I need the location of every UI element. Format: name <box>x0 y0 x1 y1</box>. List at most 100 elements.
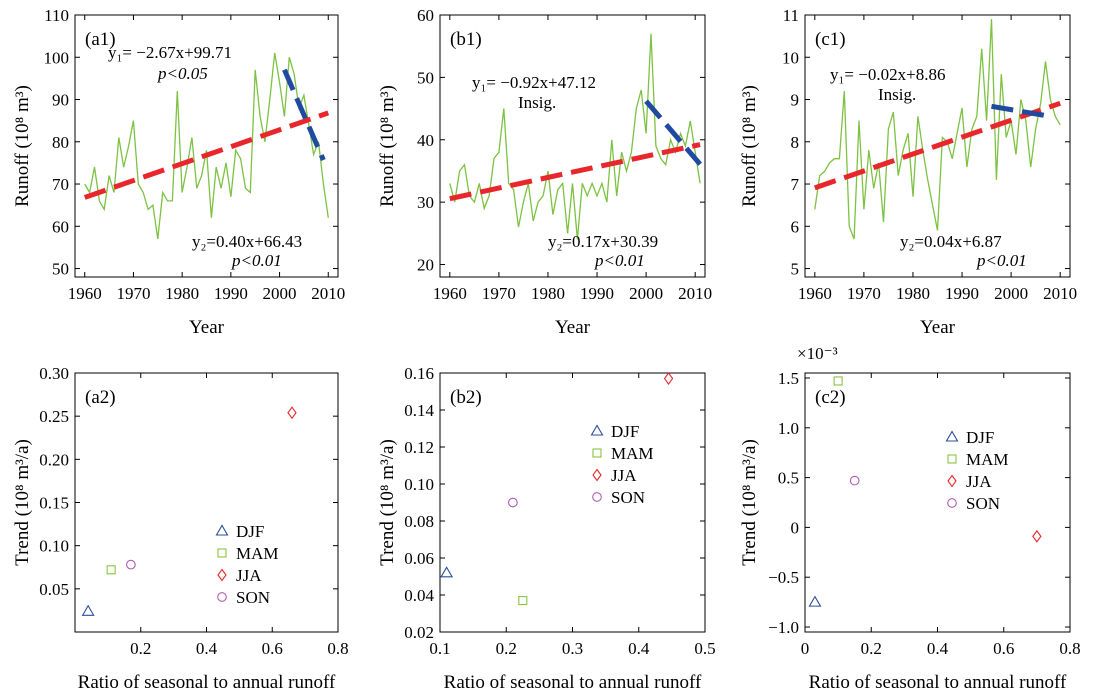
x-tick-label: 1980 <box>531 284 565 303</box>
panel-label: (c1) <box>815 29 846 50</box>
equation-y2: y₂=0.40x+66.43 <box>192 232 302 251</box>
y-tick-label: 0.02 <box>404 623 434 642</box>
y-axis-label: Trend (10⁸ m³/a) <box>12 439 33 566</box>
y-tick-label: 50 <box>417 68 434 87</box>
y-tick-label: 110 <box>44 6 69 25</box>
plot-frame <box>74 372 339 633</box>
panel-label: (c2) <box>815 387 846 408</box>
x-tick-label: 1990 <box>580 284 614 303</box>
equation-y2: y₂=0.17x+30.39 <box>548 232 658 251</box>
legend-label-jja: JJA <box>966 472 992 491</box>
y-tick-label: 20 <box>417 256 434 275</box>
x-tick-label: 2010 <box>1043 284 1077 303</box>
x-tick-label: 2000 <box>263 284 297 303</box>
panel-label: (a1) <box>85 29 116 50</box>
panel-a2: 0.2 0.4 0.6 0.8 0.05 0.10 0.15 0.20 0.25 0.30 Rati… <box>12 364 349 693</box>
panel-a1: 1960 1970 1980 1990 2000 2010 50 60 70 80 90 100 110… <box>12 6 345 338</box>
x-axis-label: Ratio of seasonal to annual runoff <box>809 672 1067 693</box>
plot-frame <box>804 372 1071 633</box>
x-tick-label: 0.6 <box>262 639 283 658</box>
y-tick-label: 0.30 <box>39 364 69 383</box>
point-jja <box>1032 529 1042 543</box>
x-tick-label: 1990 <box>214 284 248 303</box>
x-tick-label: 0.4 <box>628 639 650 658</box>
equation-y1: y₁= −0.92x+47.12 <box>472 73 596 92</box>
y-tick-label: 8 <box>791 133 800 152</box>
legend-marker-son <box>217 592 227 602</box>
legend-marker-son <box>592 492 602 502</box>
significance-y2: p<0.01 <box>594 251 645 270</box>
y-tick-label: 0.20 <box>39 450 69 469</box>
y-tick-label: 11 <box>783 6 799 25</box>
x-tick-label: 2000 <box>994 284 1028 303</box>
plot-frame <box>804 14 1071 278</box>
x-tick-label: 0 <box>801 639 810 658</box>
x-tick-label: 0.8 <box>327 639 348 658</box>
trend-line-y2 <box>83 110 330 200</box>
x-axis-label: Ratio of seasonal to annual runoff <box>444 672 702 693</box>
y-tick-label: 50 <box>52 260 69 279</box>
y-axis-label: Trend (10⁸ m³/a) <box>377 439 398 566</box>
y-tick-label: 70 <box>52 175 69 194</box>
y-tick-label: 7 <box>791 175 800 194</box>
point-djf <box>81 604 95 616</box>
x-tick-label: 1980 <box>165 284 199 303</box>
y-tick-label: 0.15 <box>39 494 69 513</box>
trend-line-y1 <box>991 103 1046 119</box>
y-tick-label: 0.04 <box>404 586 434 605</box>
y-tick-label: 0.08 <box>404 512 434 531</box>
legend-marker-son <box>947 498 957 508</box>
x-axis-label: Year <box>189 317 225 338</box>
y-tick-label: 60 <box>52 217 69 236</box>
point-mam <box>518 595 528 606</box>
x-tick-label: 0.3 <box>562 639 583 658</box>
y-tick-label: 0.10 <box>39 537 69 556</box>
trend-line-y2 <box>449 142 701 202</box>
panel-label: (b1) <box>450 29 482 50</box>
y-tick-label: 1.5 <box>778 369 799 388</box>
legend-marker-mam <box>947 454 957 464</box>
y-tick-label: 0.16 <box>404 364 434 383</box>
x-tick-label: 0.6 <box>993 639 1014 658</box>
legend-label-jja: JJA <box>611 466 637 485</box>
point-mam <box>833 376 843 386</box>
runoff-series-line <box>449 33 701 240</box>
x-tick-label: 1960 <box>798 284 832 303</box>
x-tick-label: 1980 <box>896 284 930 303</box>
x-tick-label: 0.8 <box>1059 639 1080 658</box>
legend-marker-djf <box>215 524 229 536</box>
trend-line-y2 <box>814 100 1061 191</box>
plot-frame <box>74 14 339 278</box>
y-tick-label: 80 <box>52 133 69 152</box>
panel-b1: 1960 1970 1980 1990 2000 2010 20 30 40 50 60 Year Ru… <box>377 6 712 338</box>
legend-marker-mam <box>592 448 602 458</box>
x-tick-label: 0.2 <box>496 639 517 658</box>
x-axis-label: Ratio of seasonal to annual runoff <box>78 672 336 693</box>
y-tick-label: 0 <box>791 518 800 537</box>
y-axis-multiplier: ×10⁻³ <box>797 344 838 363</box>
point-jja <box>287 406 297 420</box>
y-tick-label: 5 <box>791 260 800 279</box>
runoff-series-line <box>814 19 1061 240</box>
legend-label-mam: MAM <box>966 450 1009 469</box>
y-tick-label: 0.5 <box>778 469 799 488</box>
y-axis-label: Runoff (10⁸ m³) <box>739 85 760 207</box>
y-tick-label: −0.5 <box>768 568 799 587</box>
y-tick-label: 0.10 <box>404 475 434 494</box>
point-mam <box>106 565 116 575</box>
panel-b2: 0.1 0.2 0.3 0.4 0.5 0.02 0.04 0.06 0.08 0.10 0.12 0… <box>377 364 716 693</box>
panel-label: (b2) <box>450 387 482 408</box>
legend-label-mam: MAM <box>611 444 654 463</box>
legend-label-djf: DJF <box>611 422 639 441</box>
legend-label-son: SON <box>611 488 645 507</box>
y-tick-label: 60 <box>417 6 434 25</box>
significance-y1: p<0.05 <box>157 64 208 83</box>
equation-y2: y₂=0.04x+6.87 <box>900 232 1002 251</box>
x-tick-label: 1990 <box>945 284 979 303</box>
x-tick-label: 1970 <box>847 284 881 303</box>
legend-label-djf: DJF <box>966 428 994 447</box>
significance-y1: Insig. <box>518 93 556 112</box>
significance-y2: p<0.01 <box>976 251 1027 270</box>
x-tick-label: 2010 <box>678 284 712 303</box>
